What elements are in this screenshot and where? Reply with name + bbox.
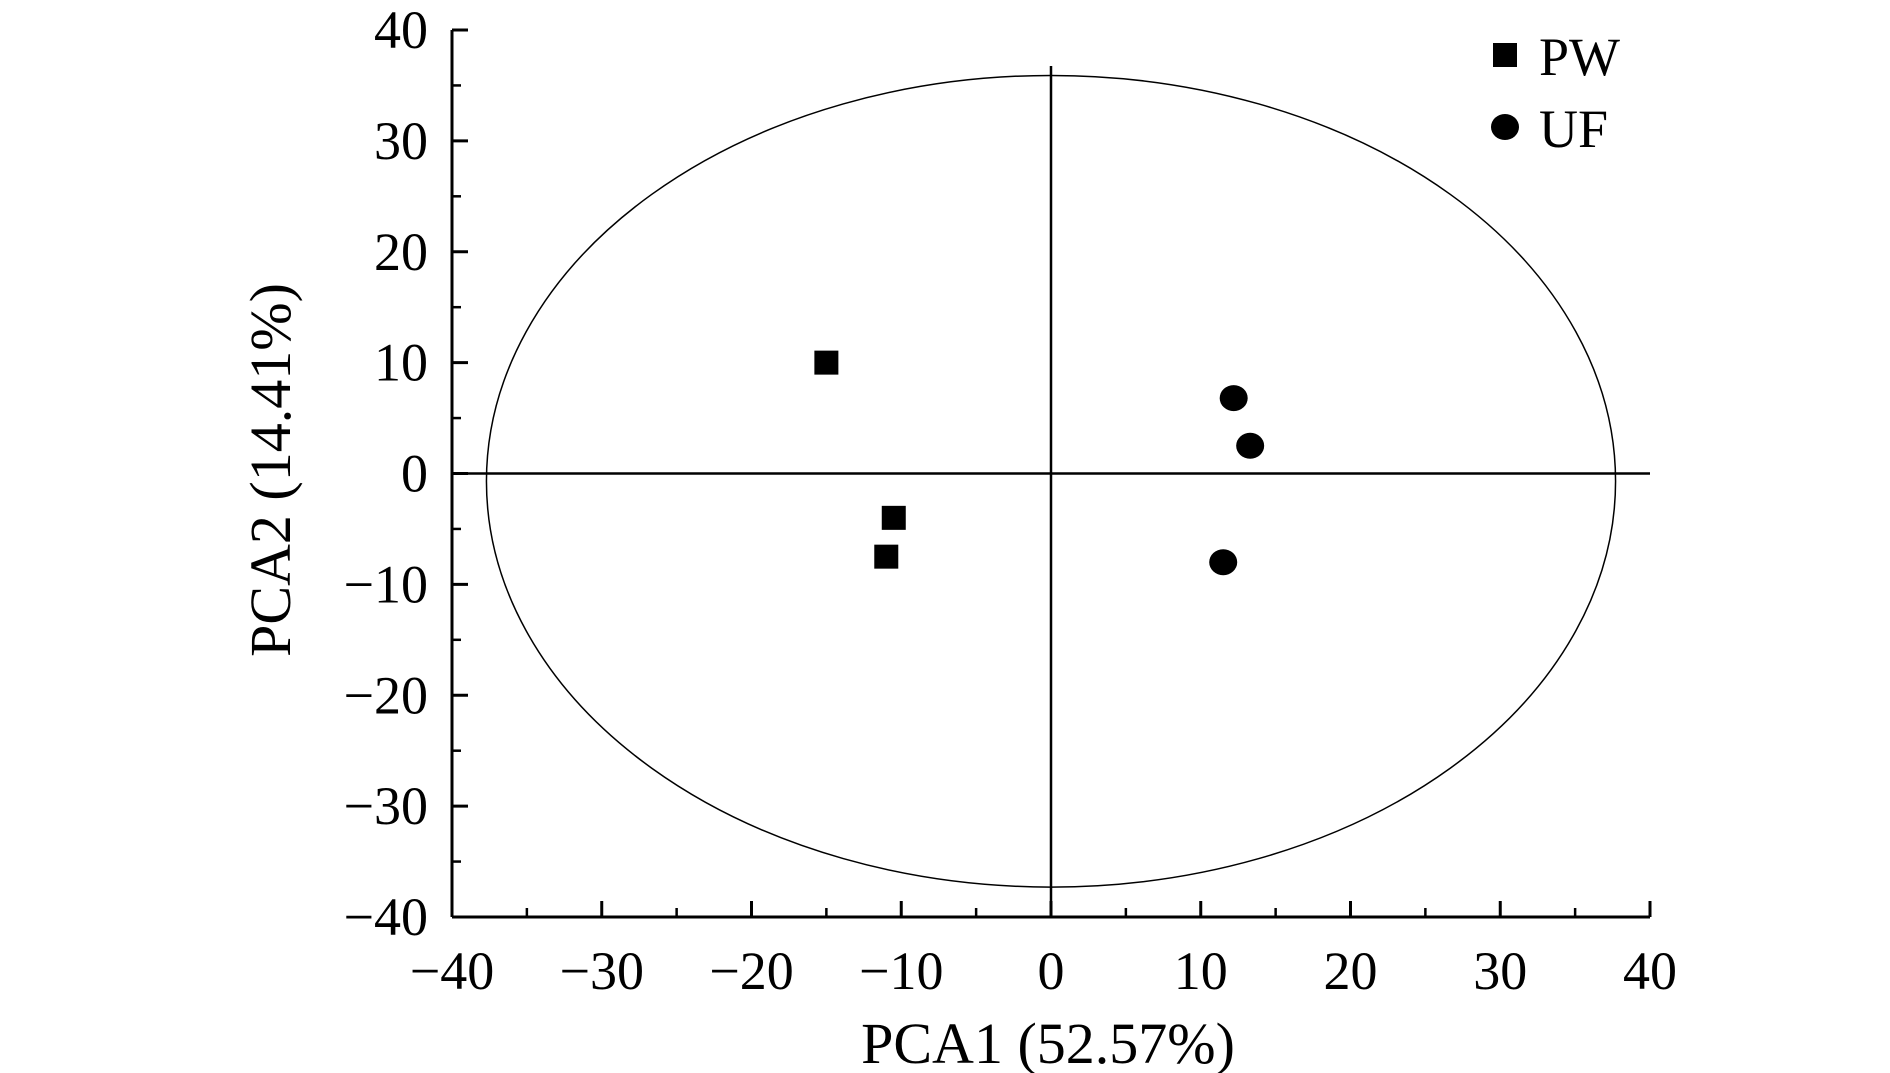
point-uf-circle bbox=[1209, 549, 1238, 576]
x-tick-label: 30 bbox=[1473, 941, 1527, 1001]
point-pw-square bbox=[814, 350, 839, 375]
y-tick-label: −10 bbox=[344, 554, 428, 614]
data-points bbox=[814, 350, 1265, 576]
point-uf-circle bbox=[1236, 432, 1265, 459]
x-tick-label: 40 bbox=[1623, 941, 1677, 1001]
x-tick-label: 0 bbox=[1038, 941, 1065, 1001]
legend: PW UF bbox=[1491, 27, 1620, 159]
x-tick-label: −40 bbox=[410, 941, 494, 1001]
x-tick-label: 10 bbox=[1174, 941, 1228, 1001]
point-pw-square bbox=[881, 505, 906, 530]
y-tick-label: 20 bbox=[374, 222, 428, 282]
x-tick-label: −10 bbox=[859, 941, 943, 1001]
x-axis-title: PCA1 (52.57%) bbox=[861, 1011, 1235, 1073]
y-axis-title: PCA2 (14.41%) bbox=[238, 283, 303, 657]
y-tick-label: 30 bbox=[374, 111, 428, 171]
y-tick-label: 10 bbox=[374, 333, 428, 393]
zero-lines bbox=[452, 66, 1650, 917]
point-pw-square bbox=[874, 544, 899, 569]
legend-label-pw: PW bbox=[1539, 27, 1620, 87]
point-uf-circle bbox=[1219, 385, 1248, 412]
x-tick-label: 20 bbox=[1324, 941, 1378, 1001]
y-tick-label: 0 bbox=[401, 444, 428, 504]
legend-marker-square bbox=[1493, 43, 1517, 67]
y-tick-label: −20 bbox=[344, 665, 428, 725]
y-tick-label: −40 bbox=[344, 887, 428, 947]
y-tick-label: 40 bbox=[374, 0, 428, 60]
x-tick-label: −30 bbox=[560, 941, 644, 1001]
y-tick-label: −30 bbox=[344, 776, 428, 836]
x-tick-label: −20 bbox=[709, 941, 793, 1001]
axes: −40 −30 −20 −10 0 10 20 30 40 −40 −30 −20 −10 0 10 20 30… bbox=[344, 0, 1677, 1001]
legend-marker-circle bbox=[1491, 114, 1519, 140]
legend-label-uf: UF bbox=[1539, 99, 1608, 159]
